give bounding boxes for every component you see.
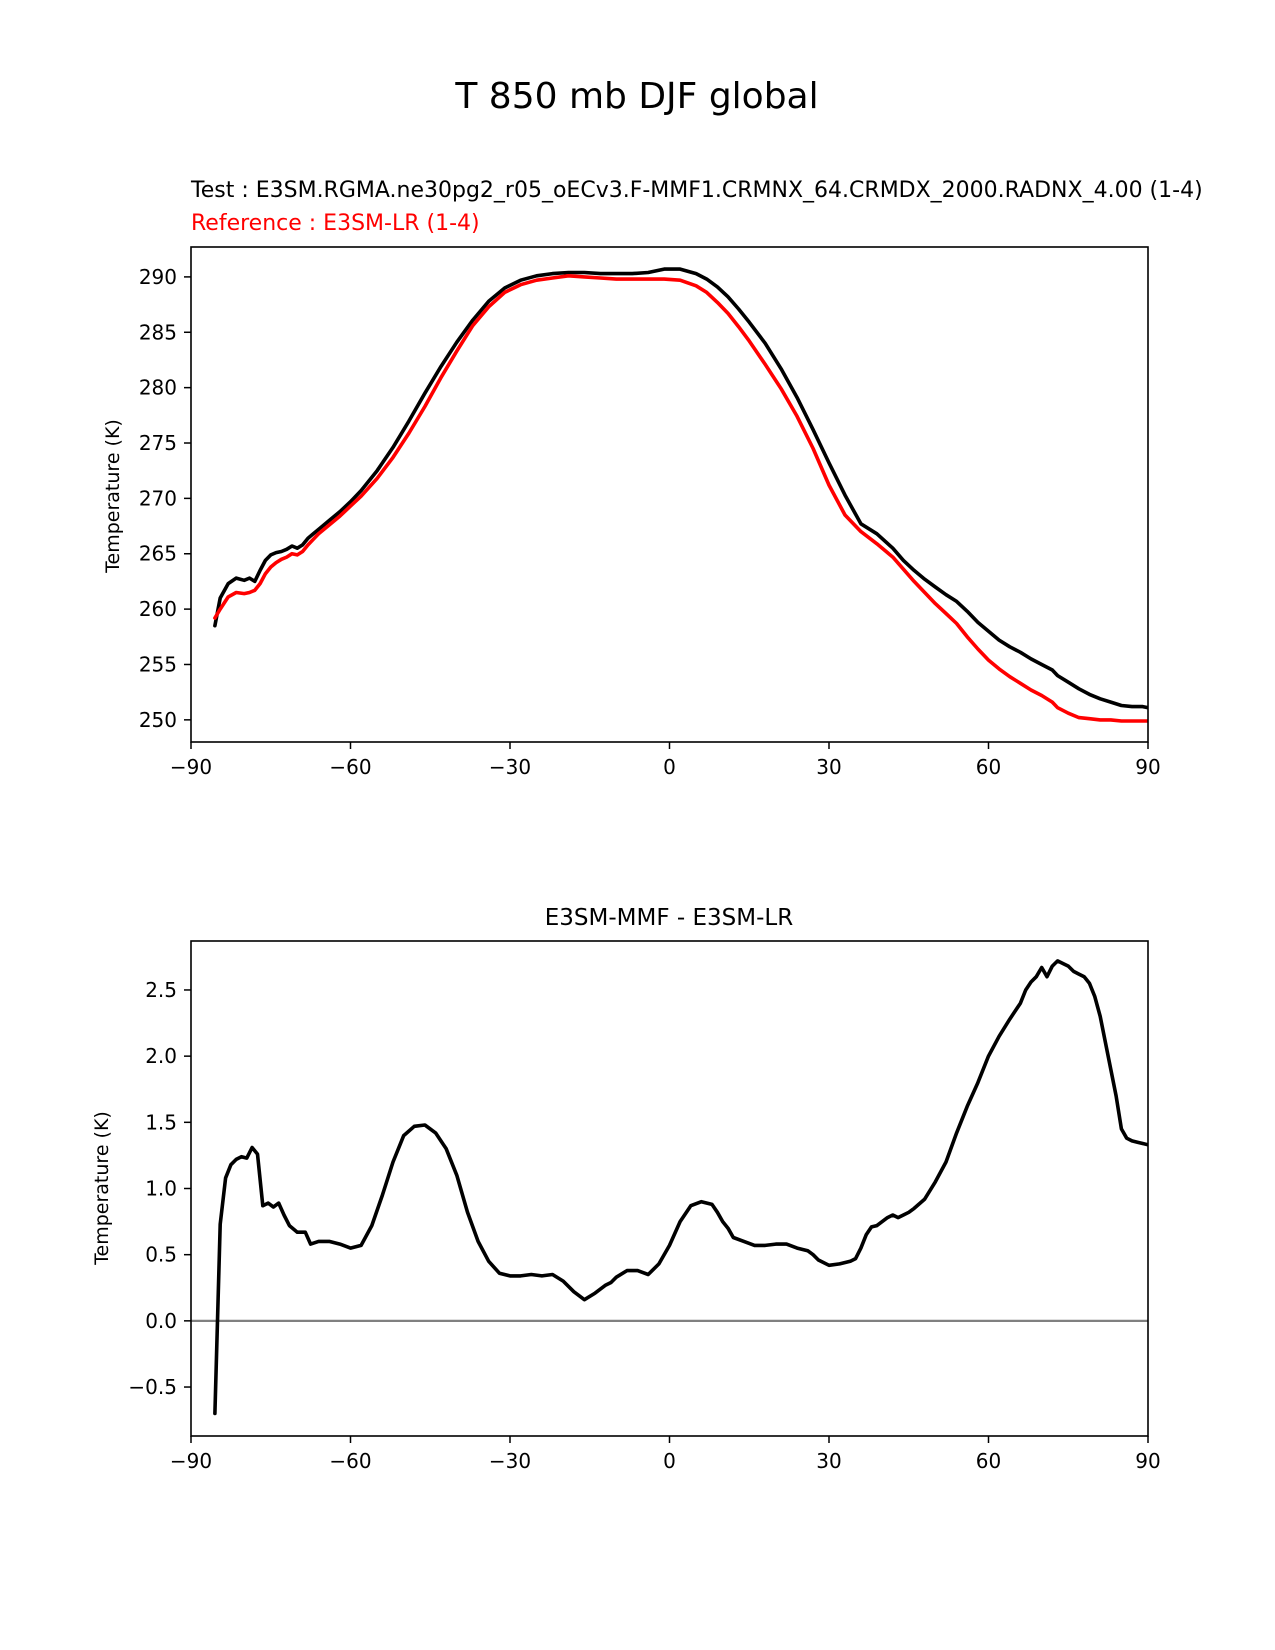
x-tick-label: −30 xyxy=(489,1449,531,1473)
y-tick-label: −0.5 xyxy=(128,1375,177,1399)
x-tick-label: 0 xyxy=(663,755,676,779)
y-tick-label: 285 xyxy=(139,320,177,344)
test-label: Test : E3SM.RGMA.ne30pg2_r05_oECv3.F-MMF… xyxy=(190,178,1203,203)
y-tick-label: 1.0 xyxy=(145,1177,177,1201)
bottom-panel: E3SM-MMF - E3SM-LR Temperature (K) −90 −6… xyxy=(91,905,1161,1473)
y-tick-label: 275 xyxy=(139,431,177,455)
x-tick-label: 90 xyxy=(1135,755,1160,779)
bottom-title: E3SM-MMF - E3SM-LR xyxy=(545,905,793,931)
x-tick-label: 90 xyxy=(1135,1449,1160,1473)
top-panel: Test : E3SM.RGMA.ne30pg2_r05_oECv3.F-MMF… xyxy=(102,178,1203,779)
bottom-plot-area: −90 −60 −30 0 30 60 90 −0.5 0.0 0.5 1.0 1.5 2.0 2.5 xyxy=(128,940,1161,1473)
y-tick-label: 265 xyxy=(139,542,177,566)
y-tick-label: 250 xyxy=(139,708,177,732)
top-ylabel: Temperature (K) xyxy=(102,419,124,574)
x-tick-label: −30 xyxy=(489,755,531,779)
plot-frame xyxy=(190,246,1149,743)
y-tick-label: 290 xyxy=(139,265,177,289)
y-tick-label: 0.5 xyxy=(145,1243,177,1267)
y-tick-label: 2.0 xyxy=(145,1044,177,1068)
figure-title: T 850 mb DJF global xyxy=(454,76,818,117)
x-tick-label: −90 xyxy=(170,755,212,779)
x-tick-label: −60 xyxy=(329,755,371,779)
y-tick-label: 2.5 xyxy=(145,978,177,1002)
y-tick-label: 260 xyxy=(139,597,177,621)
y-tick-label: 1.5 xyxy=(145,1110,177,1134)
x-tick-label: 0 xyxy=(663,1449,676,1473)
x-tick-label: 60 xyxy=(976,755,1001,779)
reference-series-line xyxy=(213,274,1148,723)
x-tick-label: 30 xyxy=(816,755,841,779)
reference-label: Reference : E3SM-LR (1-4) xyxy=(191,211,480,236)
difference-series-line xyxy=(213,959,1148,1416)
x-tick-label: −60 xyxy=(329,1449,371,1473)
x-tick-label: 60 xyxy=(976,1449,1001,1473)
y-tick-label: 270 xyxy=(139,486,177,510)
bottom-ylabel: Temperature (K) xyxy=(91,1111,113,1266)
top-plot-area: −90 −60 −30 0 30 60 90 250 255 260 265 270 275 280 285… xyxy=(139,246,1161,779)
x-tick-label: 30 xyxy=(816,1449,841,1473)
plot-frame xyxy=(190,940,1149,1437)
y-tick-label: 0.0 xyxy=(145,1309,177,1333)
test-series-line xyxy=(213,267,1148,710)
x-tick-label: −90 xyxy=(170,1449,212,1473)
y-tick-label: 255 xyxy=(139,652,177,676)
y-tick-label: 280 xyxy=(139,376,177,400)
